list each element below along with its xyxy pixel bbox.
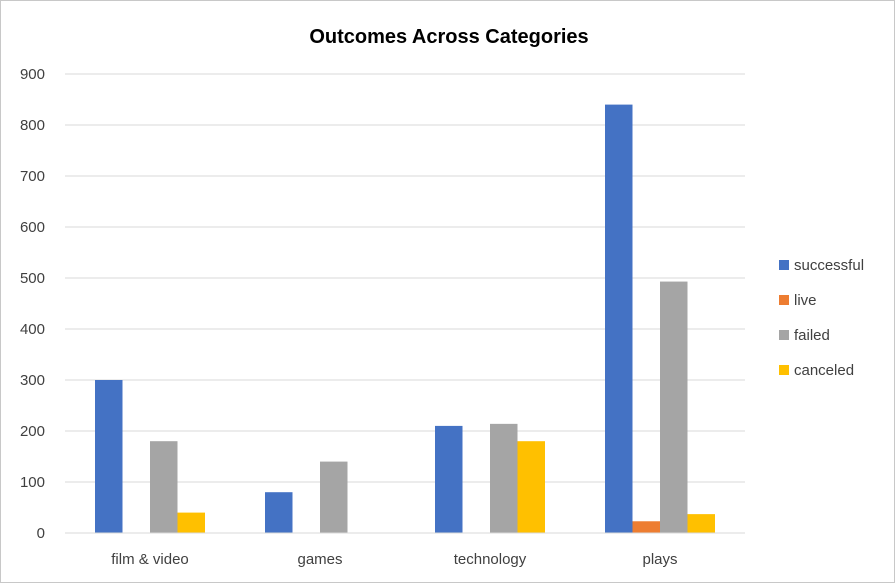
x-tick-label: technology — [454, 551, 527, 568]
bars — [95, 104, 715, 533]
legend-swatch — [779, 295, 789, 305]
legend-label: live — [794, 292, 817, 309]
y-tick-label: 100 — [20, 474, 45, 491]
bar-live-3 — [632, 521, 660, 533]
y-tick-label: 300 — [20, 372, 45, 389]
bar-canceled-0 — [177, 512, 205, 533]
legend-label: failed — [794, 327, 830, 344]
legend-label: successful — [794, 257, 864, 274]
y-tick-label: 200 — [20, 423, 45, 440]
y-tick-label: 600 — [20, 219, 45, 236]
legend-swatch — [779, 330, 789, 340]
y-tick-label: 700 — [20, 168, 45, 185]
bar-failed-1 — [320, 461, 348, 533]
x-axis: film & video games technology plays — [65, 532, 745, 568]
legend: successful live failed canceled — [779, 257, 864, 379]
y-tick-label: 900 — [20, 66, 45, 83]
bar-failed-0 — [150, 441, 178, 533]
y-tick-label: 500 — [20, 270, 45, 287]
bar-canceled-2 — [517, 441, 545, 533]
gridlines — [65, 73, 745, 534]
y-axis: 0 100 200 300 400 500 600 700 800 900 — [20, 66, 45, 542]
bar-failed-3 — [660, 281, 688, 533]
bar-successful-0 — [95, 380, 123, 533]
x-tick-label: film & video — [111, 551, 189, 568]
legend-swatch — [779, 365, 789, 375]
bar-canceled-3 — [687, 514, 715, 533]
bar-successful-3 — [605, 104, 633, 533]
bar-failed-2 — [490, 423, 518, 533]
bar-successful-2 — [435, 425, 463, 533]
x-tick-label: plays — [642, 551, 677, 568]
x-tick-label: games — [297, 551, 342, 568]
y-tick-label: 800 — [20, 117, 45, 134]
legend-swatch — [779, 260, 789, 270]
y-tick-label: 0 — [37, 525, 45, 542]
legend-label: canceled — [794, 362, 854, 379]
chart-title: Outcomes Across Categories — [309, 26, 588, 48]
bar-successful-1 — [265, 492, 293, 533]
y-tick-label: 400 — [20, 321, 45, 338]
